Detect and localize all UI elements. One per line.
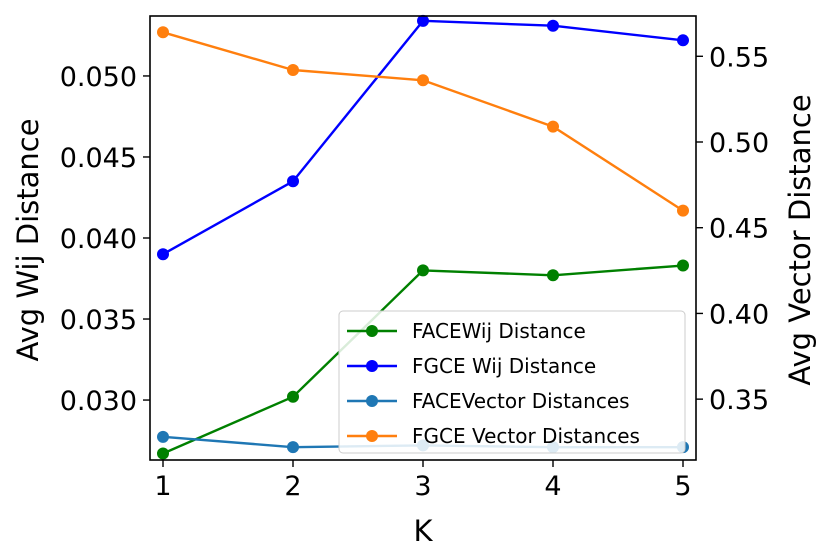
right-axis-label: Avg Vector Distance	[783, 94, 817, 385]
x-tick-label: 5	[674, 471, 691, 502]
left-axis-label: Avg Wij Distance	[11, 118, 45, 361]
series-1-point	[157, 447, 169, 460]
legend-marker-2	[366, 360, 378, 372]
right-tick-label: 0.35	[709, 385, 769, 416]
right-tick-label: 0.55	[709, 42, 769, 73]
series-4-point	[157, 26, 169, 39]
legend-label-4: FGCE Vector Distances	[412, 424, 640, 448]
left-tick-label: 0.045	[60, 143, 137, 174]
series-4-point	[547, 120, 559, 133]
series-3-point	[157, 430, 169, 443]
series-1-point	[547, 269, 559, 282]
series-1-point	[677, 259, 689, 272]
x-tick-label: 4	[544, 471, 561, 502]
series-1-point	[287, 390, 299, 403]
series-4-point	[677, 204, 689, 217]
left-tick-label: 0.040	[60, 224, 137, 255]
legend-label-3: FACEVector Distances	[412, 389, 630, 413]
legend-label-1: FACEWij Distance	[412, 319, 586, 343]
series-layer	[157, 14, 689, 460]
series-2-point	[547, 19, 559, 32]
series-2-point	[417, 14, 429, 27]
right-tick-label: 0.50	[709, 128, 769, 159]
legend: FACEWij Distance FGCE Wij Distance FACEVec…	[338, 310, 686, 454]
legend-marker-3	[366, 395, 378, 407]
series-2-point	[157, 248, 169, 261]
series-3-point	[287, 441, 299, 454]
left-tick-label: 0.050	[60, 62, 137, 93]
x-tick-label: 2	[284, 471, 301, 502]
series-line-4	[162, 31, 684, 212]
series-2-point	[287, 175, 299, 188]
left-tick-label: 0.030	[60, 386, 137, 417]
legend-label-2: FGCE Wij Distance	[412, 354, 596, 378]
x-axis-label: K	[413, 514, 433, 548]
series-4-point	[417, 74, 429, 87]
left-tick-label: 0.035	[60, 305, 137, 336]
right-tick-label: 0.45	[709, 214, 769, 245]
x-tick-label: 3	[414, 471, 431, 502]
legend-marker-1	[366, 325, 378, 337]
legend-marker-4	[366, 430, 378, 442]
legend-box	[338, 310, 686, 454]
x-tick-label: 1	[154, 471, 171, 502]
ticks-layer: 1 2 3 4 5 0.030 0.035 0.040 0.045 0.050 0.35 0.40 0.…	[60, 42, 769, 502]
series-2-point	[677, 34, 689, 47]
series-4-point	[287, 64, 299, 76]
right-tick-label: 0.40	[709, 299, 769, 330]
series-1-point	[417, 264, 429, 277]
